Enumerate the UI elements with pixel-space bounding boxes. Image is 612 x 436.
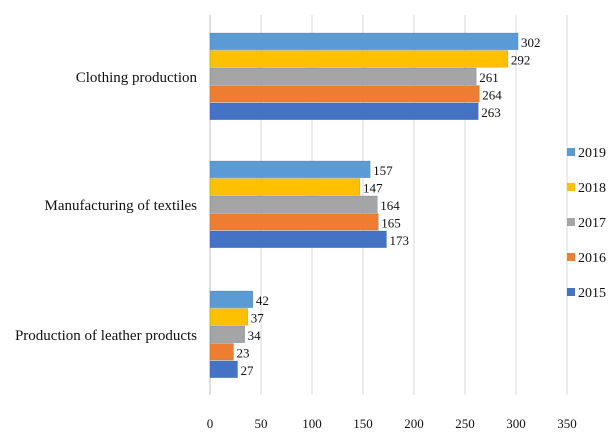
legend-swatch-2017 [567,218,575,226]
legend-swatch-2018 [567,183,575,191]
bar-2019-0 [209,32,519,51]
bar-2017-1 [209,195,378,214]
category-label: Production of leather products [15,328,197,344]
bar-2016-1 [209,213,379,231]
category-label: Manufacturing of textiles [45,198,198,214]
data-label: 37 [251,311,264,326]
x-tick-label: 100 [302,416,322,431]
data-label: 27 [241,363,255,378]
data-label: 23 [236,346,249,361]
data-label: 263 [481,105,501,120]
legend-label: 2015 [578,286,606,301]
data-label: 165 [381,216,401,231]
bar-2015-2 [209,360,238,379]
bar-2018-2 [209,308,249,326]
bar-2018-1 [209,178,361,196]
legend-label: 2017 [578,216,606,231]
bar-2015-1 [209,230,387,249]
x-tick-label: 350 [557,416,577,431]
bar-2017-0 [209,67,477,86]
data-label: 292 [511,53,530,68]
data-label: 264 [482,88,502,103]
legend-swatch-2015 [567,288,575,296]
bar-2017-2 [209,325,245,344]
data-label: 302 [521,35,541,50]
data-label: 147 [363,181,383,196]
data-label: 261 [479,70,499,85]
data-label: 42 [256,293,269,308]
bar-2016-0 [209,85,480,103]
x-tick-label: 150 [353,416,373,431]
data-label: 34 [248,328,262,343]
category-label: Clothing production [76,70,198,86]
legend-swatch-2016 [567,253,575,261]
bar-2018-0 [209,50,509,68]
x-tick-label: 200 [404,416,424,431]
x-tick-label: 50 [255,416,268,431]
x-tick-label: 300 [506,416,526,431]
bar-2015-0 [209,102,479,121]
data-label: 157 [373,163,393,178]
legend-swatch-2019 [567,148,575,156]
legend-label: 2018 [578,181,606,196]
legend-label: 2019 [578,146,606,161]
x-tick-label: 0 [207,416,214,431]
data-label: 173 [389,233,409,248]
bar-2019-2 [209,290,254,309]
data-label: 164 [380,198,400,213]
bar-2019-1 [209,160,371,179]
legend-label: 2016 [578,251,606,266]
bar-2016-2 [209,343,234,361]
x-tick-label: 250 [455,416,475,431]
